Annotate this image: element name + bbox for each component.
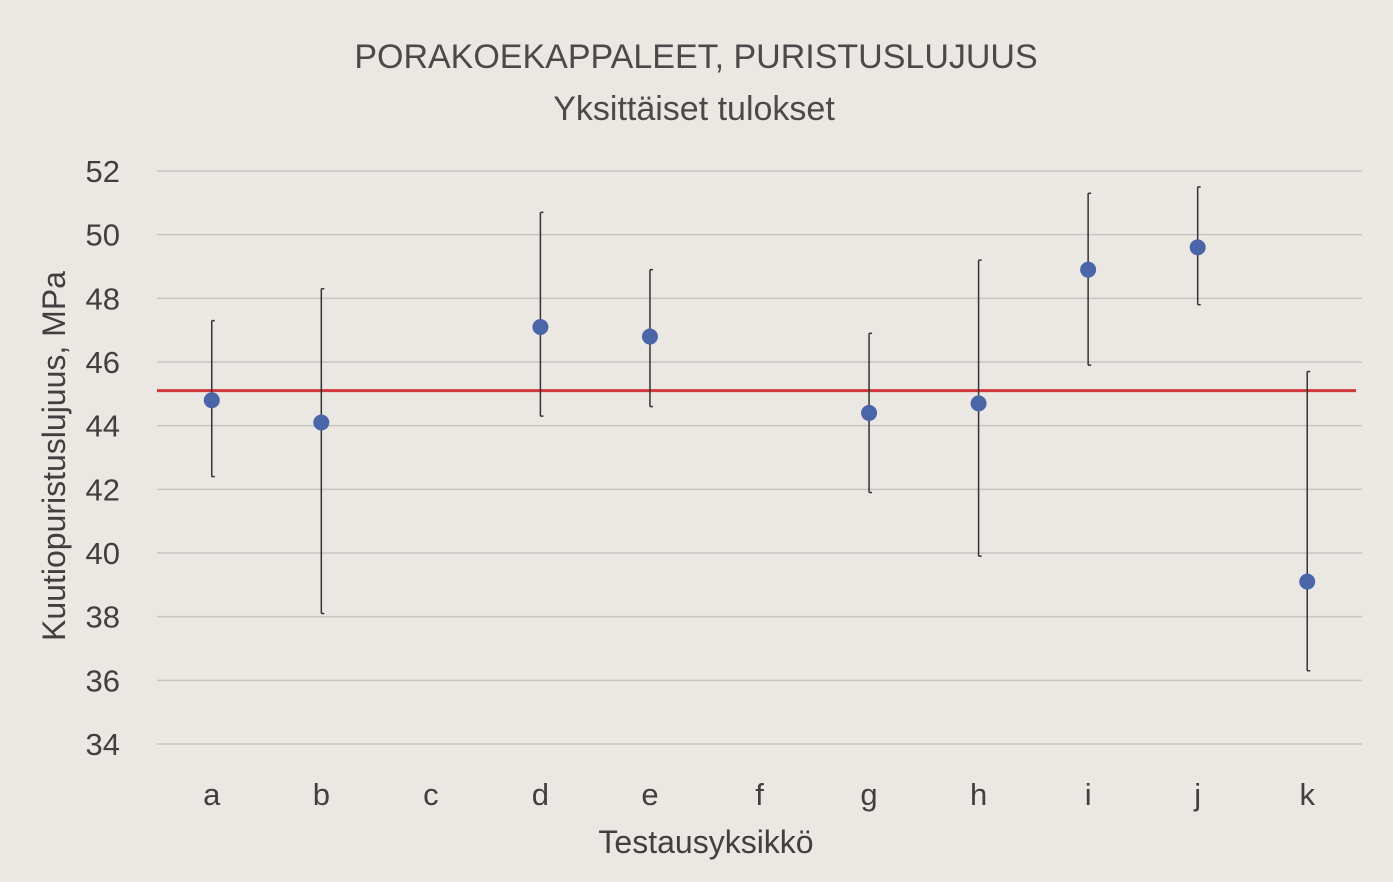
x-tick-label: g xyxy=(860,777,877,812)
y-axis-title: Kuutiopuristuslujuus, MPa xyxy=(36,271,72,641)
chart-subtitle: Yksittäiset tulokset xyxy=(553,90,835,128)
data-point xyxy=(203,392,220,409)
x-tick-label: k xyxy=(1299,777,1315,812)
data-point xyxy=(641,328,658,345)
x-tick-label: i xyxy=(1085,777,1092,812)
data-points xyxy=(203,239,1316,590)
y-tick-label: 52 xyxy=(86,154,120,189)
x-tick-label: d xyxy=(532,777,549,812)
data-point xyxy=(532,318,549,335)
y-axis-ticks: 34 36 38 40 42 44 46 48 50 52 xyxy=(86,154,120,762)
data-point xyxy=(1189,239,1206,256)
y-tick-label: 40 xyxy=(86,536,120,571)
data-point xyxy=(861,404,878,421)
y-tick-label: 34 xyxy=(86,727,120,762)
data-point xyxy=(970,395,987,412)
y-tick-label: 44 xyxy=(86,409,120,444)
y-tick-label: 48 xyxy=(86,281,120,316)
x-tick-label: a xyxy=(203,777,221,812)
x-tick-label: e xyxy=(641,777,658,812)
x-tick-label: c xyxy=(423,777,439,812)
data-point xyxy=(1299,573,1316,590)
y-tick-label: 38 xyxy=(86,600,120,635)
grid xyxy=(157,170,1362,745)
x-tick-label: f xyxy=(755,777,764,812)
chart-title: PORAKOEKAPPALEET, PURISTUSLUJUUS xyxy=(354,38,1037,76)
x-tick-label: h xyxy=(970,777,987,812)
data-point xyxy=(1080,261,1097,278)
y-tick-label: 46 xyxy=(86,345,120,380)
error-bars xyxy=(211,186,1311,672)
y-tick-label: 36 xyxy=(86,663,120,698)
y-tick-label: 42 xyxy=(86,472,120,507)
x-axis-title: Testausyksikkö xyxy=(598,824,813,860)
data-point xyxy=(313,414,330,431)
x-tick-label: b xyxy=(313,777,330,812)
y-tick-label: 50 xyxy=(86,218,120,253)
x-tick-label: j xyxy=(1193,777,1201,812)
x-axis-ticks: a b c d e f g h i j k xyxy=(203,777,1315,812)
